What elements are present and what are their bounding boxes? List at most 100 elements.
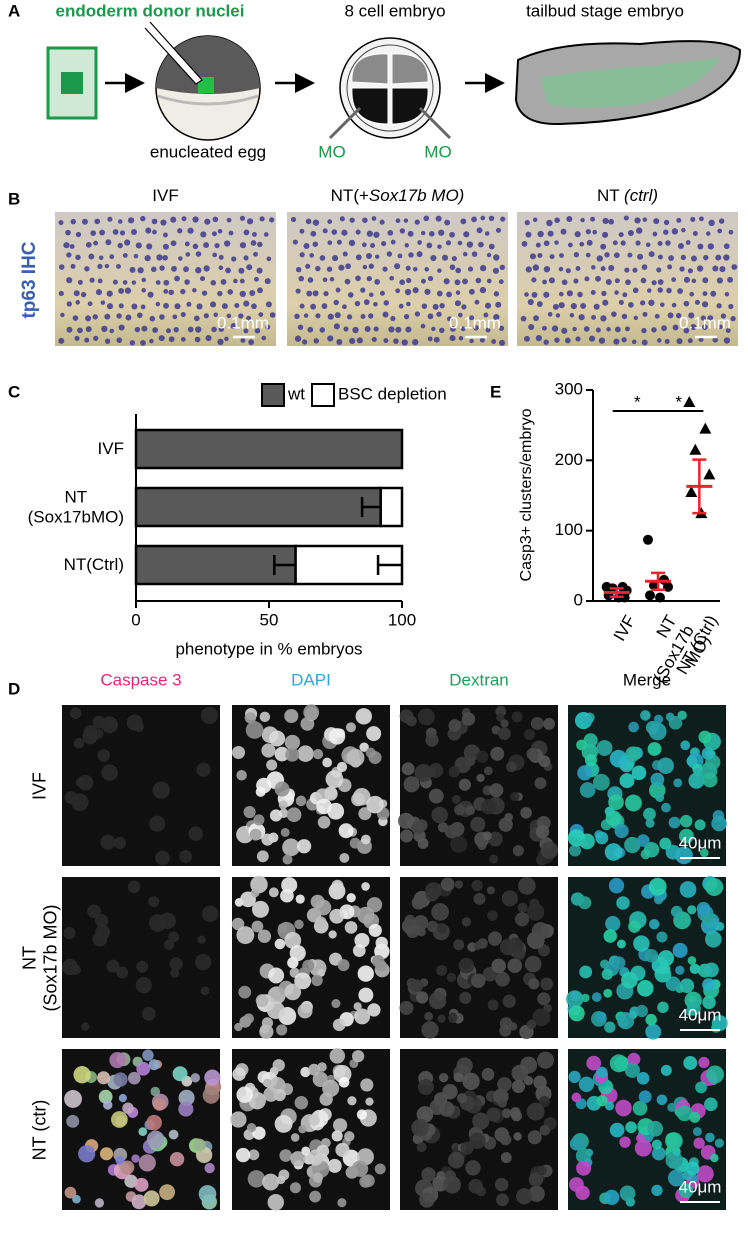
cell [410,979,424,992]
cell [168,1129,179,1140]
nucleus [323,291,329,297]
cell [645,1023,662,1040]
column-title: Dextran [449,670,509,689]
cell [487,931,502,946]
point [645,590,655,601]
cell [235,1147,251,1163]
cell [300,1066,311,1078]
nucleus [596,255,603,262]
nucleus [174,303,181,310]
cell [366,726,382,742]
nucleus [266,256,272,262]
nucleus [173,326,179,333]
cell [136,1061,151,1076]
cell [172,1066,188,1082]
nucleus [671,228,679,235]
nucleus [124,287,132,294]
nucleus [217,290,223,297]
nucleus [347,292,354,298]
nucleus [663,229,669,235]
nucleus [181,216,187,222]
cell [329,908,345,924]
nucleus [165,328,171,334]
nucleus [495,301,502,308]
nucleus [457,240,463,246]
cell [603,929,617,943]
cell [454,880,464,889]
cell [651,1146,666,1161]
nucleus [488,243,495,250]
nucleus [680,254,687,261]
nucleus [92,314,98,320]
cell [678,1183,694,1199]
cell [471,973,486,988]
nucleus [705,231,711,236]
cell [250,888,260,898]
nucleus [475,277,482,284]
cell [431,903,449,921]
nucleus [661,325,667,332]
nucleus [702,277,709,284]
endoderm [540,58,720,108]
cell [583,733,598,748]
y-tick-label: NT (Sox17bMO) [27,487,124,526]
cell [284,708,299,724]
nucleus [710,290,717,297]
cell [536,1051,555,1069]
nucleus [703,254,709,261]
nucleus [611,311,617,317]
nucleus [355,275,361,282]
cell [496,713,505,722]
nucleus [251,231,257,237]
nucleus [310,303,317,310]
nucleus [248,339,255,346]
point [663,581,673,592]
cell [261,743,276,758]
nucleus [117,242,123,249]
cell [528,978,540,990]
nucleus [715,254,722,261]
cell [193,1138,207,1152]
nucleus [445,240,452,246]
nucleus [355,229,361,235]
cell [118,1094,127,1103]
cell [327,1158,342,1173]
cell [447,1151,465,1169]
nucleus [565,268,571,274]
nucleus [295,288,301,294]
cell [636,980,654,997]
cell [354,932,370,948]
y-tick-label: NT(Ctrl) [63,555,124,575]
cell [87,904,101,919]
panel-letter: D [8,679,20,698]
nucleus [558,266,564,272]
cell [532,1008,551,1027]
cell [619,1136,631,1148]
nucleus [575,266,581,271]
nucleus [194,336,201,343]
cell [543,718,555,730]
cell [401,762,415,776]
cell [665,712,675,722]
cell [461,712,476,726]
nucleus [335,287,341,293]
nucleus [184,279,190,285]
point [649,580,659,591]
cell [421,1021,439,1039]
nucleus [492,267,500,274]
cell [335,1142,350,1158]
nucleus [265,301,272,308]
nucleus [243,300,250,307]
nucleus [82,218,88,225]
cell [653,714,664,724]
cell [344,921,358,934]
nucleus [499,339,506,346]
nucleus [718,324,723,330]
nucleus [414,311,421,317]
nucleus [366,276,372,282]
cell [687,956,697,965]
nucleus [654,313,660,319]
nucleus [390,315,396,322]
cell [328,728,346,745]
nucleus [437,268,442,273]
